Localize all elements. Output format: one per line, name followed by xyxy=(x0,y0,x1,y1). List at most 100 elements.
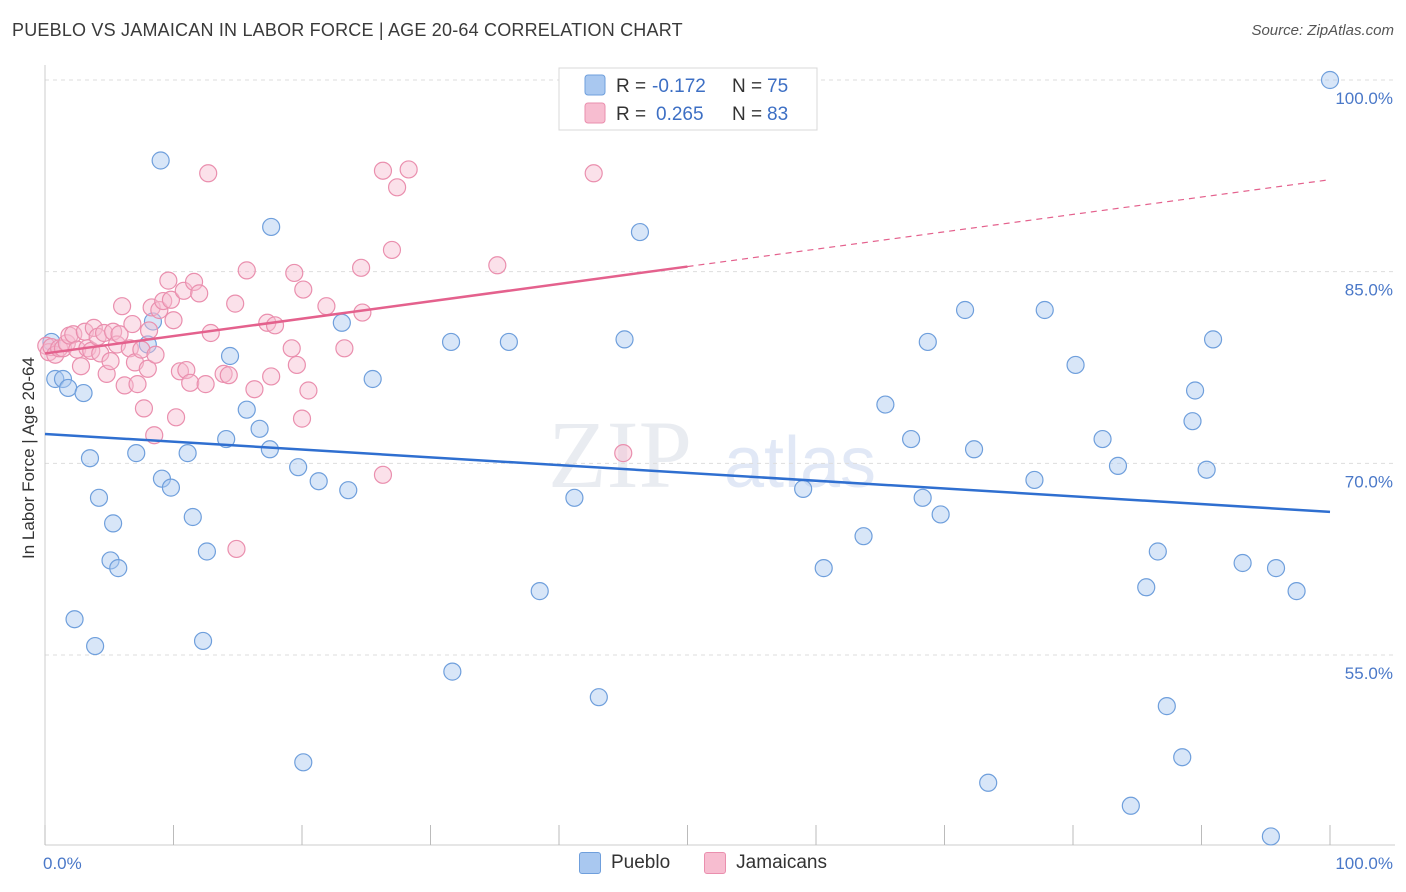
jamaicans-point xyxy=(265,316,285,335)
jamaicans-point xyxy=(352,258,371,277)
pueblo-point xyxy=(530,582,549,601)
pueblo-point xyxy=(363,369,382,389)
pueblo-point xyxy=(151,151,170,170)
legend-jamaicans-r-label: R = xyxy=(616,104,646,125)
pueblo-point xyxy=(589,688,608,707)
pueblo-point xyxy=(1183,412,1202,431)
legend-label-pueblo: Pueblo xyxy=(611,852,671,873)
jamaicans-point xyxy=(226,294,245,313)
pueblo-point xyxy=(931,505,950,524)
pueblo-point xyxy=(86,636,105,656)
legend-item-pueblo[interactable]: Pueblo xyxy=(579,852,670,874)
pueblo-point xyxy=(74,383,93,403)
legend-label-jamaicans: Jamaicans xyxy=(736,852,827,873)
pueblo-point xyxy=(1137,578,1156,597)
pueblo-point xyxy=(1203,330,1223,349)
jamaicans-point xyxy=(196,375,215,394)
pueblo-point xyxy=(918,332,937,352)
jamaicans-point xyxy=(227,539,246,559)
pueblo-point xyxy=(178,444,197,463)
jamaicans-swatch xyxy=(704,852,727,874)
jamaicans-point xyxy=(123,314,142,334)
jamaicans-point xyxy=(262,367,281,386)
pueblo-point xyxy=(1320,70,1340,90)
legend-pueblo-n-value: 75 xyxy=(767,76,788,97)
y-tick-label: 55.0% xyxy=(1345,664,1393,683)
pueblo-point xyxy=(913,488,932,507)
pueblo-point xyxy=(127,444,146,463)
pueblo-point xyxy=(289,458,308,477)
x-tick-label: 0.0% xyxy=(43,854,82,873)
jamaicans-point xyxy=(164,311,183,330)
jamaicans-point xyxy=(488,256,507,275)
legend-jamaicans-r-value: 0.265 xyxy=(656,104,704,125)
jamaicans-point xyxy=(134,399,154,418)
jamaicans-point xyxy=(299,381,318,400)
pueblo-point xyxy=(1266,559,1286,578)
legend-pueblo-r-label: R = xyxy=(616,76,646,97)
legend-pueblo-swatch xyxy=(584,74,606,96)
legend-pueblo-r-value: -0.172 xyxy=(652,76,706,97)
y-tick-label: 100.0% xyxy=(1335,89,1393,108)
chart-title: PUEBLO VS JAMAICAN IN LABOR FORCE | AGE … xyxy=(12,20,683,40)
jamaicans-point xyxy=(128,375,147,394)
jamaicans-point xyxy=(181,373,200,392)
pueblo-point xyxy=(193,631,213,651)
pueblo-point xyxy=(59,378,78,398)
jamaicans-point xyxy=(287,355,306,375)
pueblo-point xyxy=(854,527,873,546)
pueblo-points xyxy=(42,70,1340,846)
jamaicans-point xyxy=(101,352,120,371)
jamaicans-trend-line xyxy=(44,265,688,355)
legend-jamaicans-swatch xyxy=(584,102,606,124)
correlation-legend: R = -0.172 N = 75 R = 0.265 N = 83 xyxy=(558,67,818,131)
pueblo-point xyxy=(217,429,236,449)
jamaicans-point xyxy=(120,339,139,358)
jamaicans-point xyxy=(71,357,91,376)
jamaicans-points xyxy=(37,160,633,559)
pueblo-point xyxy=(89,488,109,507)
jamaicans-trend-extension xyxy=(687,179,1331,268)
trend-lines xyxy=(44,179,1331,514)
pueblo-point xyxy=(339,481,358,500)
x-tick-label: 100.0% xyxy=(1335,854,1393,873)
pueblo-point xyxy=(65,610,84,629)
pueblo-point xyxy=(237,400,256,419)
jamaicans-point xyxy=(382,240,402,260)
series-legend: Pueblo Jamaicans xyxy=(0,852,1406,874)
y-axis-label: In Labor Force | Age 20-64 xyxy=(19,357,38,559)
y-tick-label: 85.0% xyxy=(1345,281,1393,300)
jamaicans-point xyxy=(154,291,173,311)
pueblo-point xyxy=(46,369,65,389)
jamaicans-point xyxy=(174,281,193,300)
jamaicans-point xyxy=(161,290,181,309)
pueblo-point xyxy=(1035,300,1054,320)
jamaicans-point xyxy=(138,359,157,378)
pueblo-point xyxy=(262,217,281,237)
pueblo-point xyxy=(332,313,351,332)
jamaicans-point xyxy=(150,300,169,320)
pueblo-point xyxy=(1025,470,1044,490)
pueblo-swatch xyxy=(579,852,601,874)
jamaicans-point xyxy=(373,465,393,484)
pueblo-point xyxy=(1173,748,1192,767)
legend-jamaicans-n-label: N = xyxy=(732,104,762,125)
pueblo-point xyxy=(1185,381,1205,400)
pueblo-point xyxy=(1287,582,1306,601)
legend-jamaicans-n-value: 83 xyxy=(767,104,788,125)
legend-item-jamaicans[interactable]: Jamaicans xyxy=(704,852,827,874)
pueblo-point xyxy=(53,369,73,389)
jamaicans-point xyxy=(166,408,186,427)
pueblo-point xyxy=(1157,697,1176,716)
pueblo-point xyxy=(143,312,163,331)
pueblo-point xyxy=(109,559,128,578)
pueblo-point xyxy=(80,449,100,468)
jamaicans-point xyxy=(245,380,264,399)
pueblo-point xyxy=(901,429,921,449)
jamaicans-point xyxy=(614,444,633,463)
tick-labels: 55.0% 70.0% 85.0% 100.0% 0.0% 100.0% xyxy=(43,89,1393,873)
pueblo-point xyxy=(630,222,650,242)
jamaicans-point xyxy=(584,164,603,183)
jamaicans-point xyxy=(282,339,301,358)
